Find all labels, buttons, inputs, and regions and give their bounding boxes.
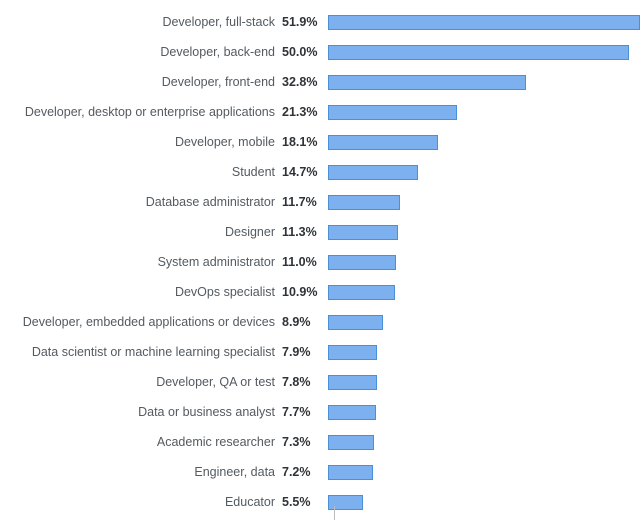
category-label: Developer, front-end: [161, 75, 275, 89]
chart-row: Student 14.7%: [0, 157, 640, 187]
chart-row: Educator 5.5%: [0, 487, 640, 517]
category-label: Academic researcher: [156, 435, 275, 449]
bar[interactable]: [328, 14, 640, 30]
category-label: System administrator: [157, 255, 275, 269]
value-label: 14.7%: [282, 165, 318, 179]
chart-row: Developer, front-end 32.8%: [0, 67, 640, 97]
bar-track: [328, 254, 640, 270]
bar-track: [328, 74, 640, 90]
chart-row: System administrator 11.0%: [0, 247, 640, 277]
value-label: 11.7%: [282, 195, 317, 209]
chart-row: Developer, QA or test 7.8%: [0, 367, 640, 397]
value-label: 32.8%: [282, 75, 318, 89]
chart-row: Developer, full-stack 51.9%: [0, 7, 640, 37]
bar[interactable]: [328, 224, 398, 240]
bar-track: [328, 104, 640, 120]
value-label: 10.9%: [282, 285, 318, 299]
value-label: 50.0%: [282, 45, 318, 59]
bar-track: [328, 14, 640, 30]
value-label: 18.1%: [282, 135, 318, 149]
bar[interactable]: [328, 494, 363, 510]
bar[interactable]: [328, 374, 377, 390]
chart-row: Developer, back-end 50.0%: [0, 37, 640, 67]
chart-row: Developer, mobile 18.1%: [0, 127, 640, 157]
bar[interactable]: [328, 104, 458, 120]
value-label: 5.5%: [282, 495, 311, 509]
bar-track: [328, 374, 640, 390]
value-label: 51.9%: [282, 15, 318, 29]
category-label: Developer, QA or test: [156, 375, 275, 389]
bar[interactable]: [328, 434, 374, 450]
bar-track: [328, 284, 640, 300]
category-label: Designer: [224, 225, 275, 239]
value-label: 7.2%: [282, 465, 311, 479]
category-label: Database administrator: [145, 195, 275, 209]
category-label: Student: [231, 165, 275, 179]
chart-row: DevOps specialist 10.9%: [0, 277, 640, 307]
bar-track: [328, 134, 640, 150]
value-label: 7.3%: [282, 435, 311, 449]
category-label: DevOps specialist: [174, 285, 275, 299]
chart-row: Designer 11.3%: [0, 217, 640, 247]
bar[interactable]: [328, 404, 377, 420]
category-label: Engineer, data: [194, 465, 275, 479]
value-label: 8.9%: [282, 315, 311, 329]
bar[interactable]: [328, 134, 439, 150]
category-label: Developer, full-stack: [162, 15, 275, 29]
bar-track: [328, 434, 640, 450]
chart-row: Developer, desktop or enterprise applica…: [0, 97, 640, 127]
bar-track: [328, 314, 640, 330]
bar[interactable]: [328, 314, 384, 330]
value-label: 11.3%: [282, 225, 317, 239]
bar-track: [328, 494, 640, 510]
bar[interactable]: [328, 164, 418, 180]
bar-track: [328, 44, 640, 60]
category-label: Developer, back-end: [160, 45, 275, 59]
bar[interactable]: [328, 254, 396, 270]
category-label: Developer, mobile: [174, 135, 275, 149]
value-label: 11.0%: [282, 255, 317, 269]
bar[interactable]: [328, 194, 400, 210]
bar-track: [328, 404, 640, 420]
value-label: 21.3%: [282, 105, 318, 119]
chart-rows: Developer, full-stack 51.9% Developer, bac…: [0, 7, 640, 517]
bar-track: [328, 164, 640, 180]
y-axis-baseline-tick: [334, 506, 335, 520]
bar-track: [328, 344, 640, 360]
bar[interactable]: [328, 44, 629, 60]
category-label: Developer, embedded applications or devi…: [22, 315, 275, 329]
chart-row: Data or business analyst 7.7%: [0, 397, 640, 427]
chart-row: Developer, embedded applications or devi…: [0, 307, 640, 337]
category-label: Data scientist or machine learning speci…: [31, 345, 275, 359]
category-label: Developer, desktop or enterprise applica…: [24, 105, 275, 119]
chart-row: Academic researcher 7.3%: [0, 427, 640, 457]
bar-track: [328, 194, 640, 210]
chart-row: Database administrator 11.7%: [0, 187, 640, 217]
value-label: 7.7%: [282, 405, 311, 419]
chart-row: Data scientist or machine learning speci…: [0, 337, 640, 367]
category-label: Data or business analyst: [138, 405, 275, 419]
category-label: Educator: [224, 495, 275, 509]
chart-row: Engineer, data 7.2%: [0, 457, 640, 487]
value-label: 7.9%: [282, 345, 311, 359]
bar-track: [328, 224, 640, 240]
bar[interactable]: [328, 344, 378, 360]
bar[interactable]: [328, 284, 396, 300]
value-label: 7.8%: [282, 375, 311, 389]
bar[interactable]: [328, 464, 374, 480]
bar-track: [328, 464, 640, 480]
bar[interactable]: [328, 74, 527, 90]
